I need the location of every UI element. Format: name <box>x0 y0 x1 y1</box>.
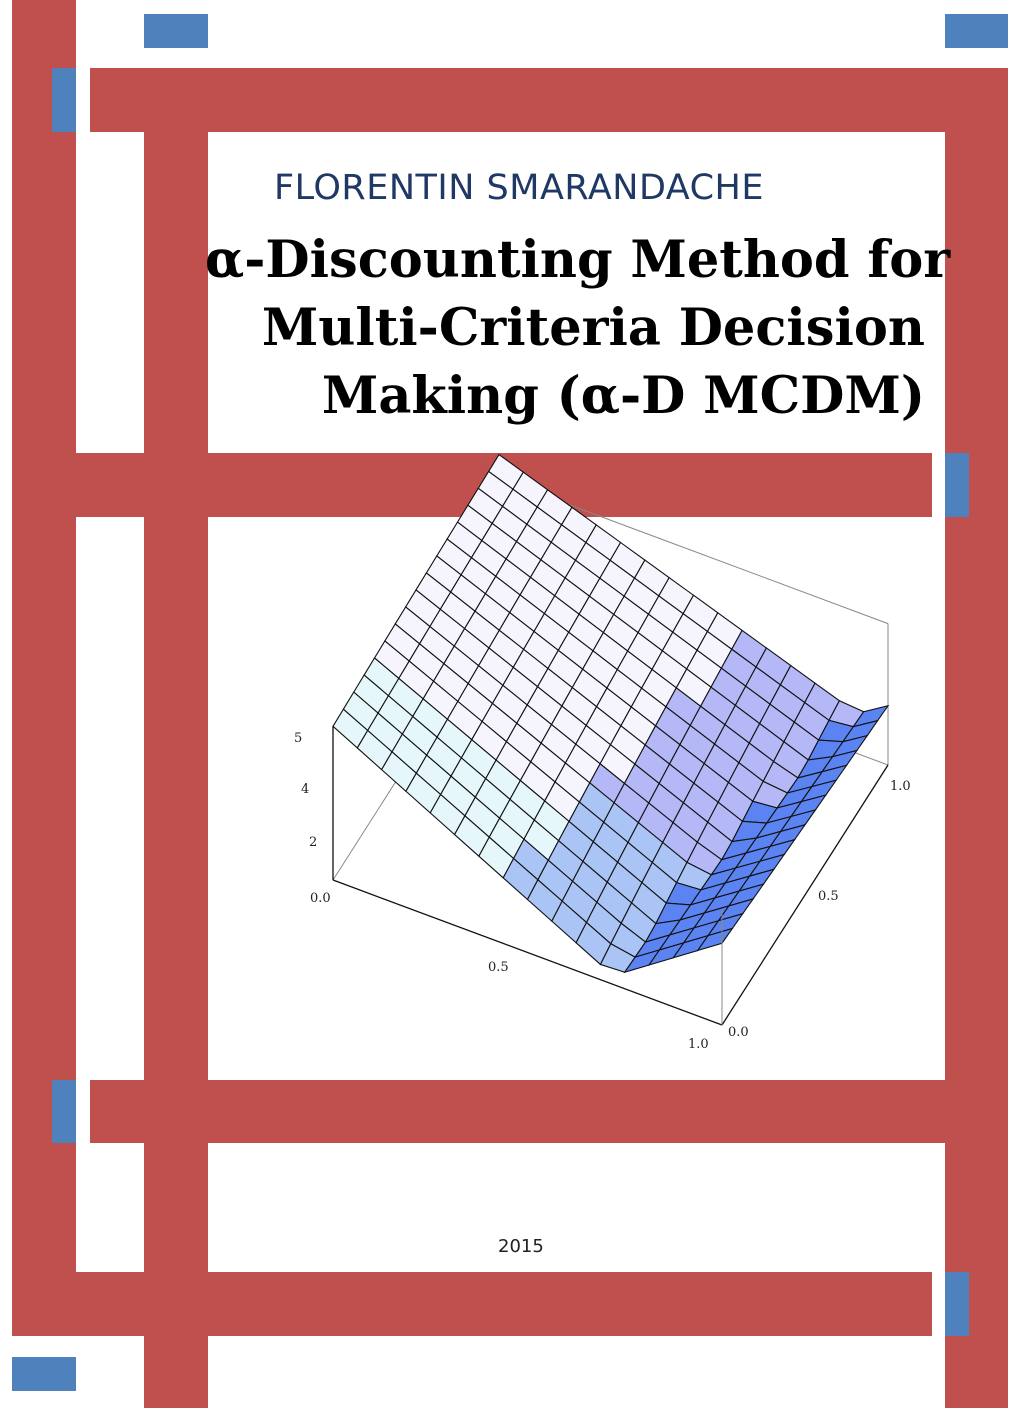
plot-box-front <box>332 726 889 1026</box>
accent-block <box>52 68 76 132</box>
z-tick: 5 <box>294 731 302 746</box>
accent-block <box>52 1080 76 1143</box>
x-tick: 0.5 <box>488 960 509 975</box>
box-edge <box>332 879 723 1026</box>
z-tick: 4 <box>301 782 309 797</box>
title-line: Making (α-D MCDM) <box>321 366 925 426</box>
plot-surface <box>332 453 890 974</box>
accent-block <box>945 14 1008 48</box>
surface-patch <box>696 927 734 952</box>
y-tick: 1.0 <box>890 779 911 794</box>
title-line: α-Discounting Method for <box>205 230 951 290</box>
y-tick: 0.5 <box>818 889 839 904</box>
frame-bar-top <box>90 68 1008 132</box>
accent-block <box>12 1357 76 1391</box>
accent-block <box>945 453 969 517</box>
frame-bar-mid-2 <box>90 1080 945 1143</box>
title-line: Multi-Criteria Decision <box>261 298 925 358</box>
x-tick: 1.0 <box>688 1037 709 1052</box>
author-name: FLORENTIN SMARANDACHE <box>274 168 764 208</box>
book-title: α-Discounting Method for Multi-Criteria … <box>205 226 951 430</box>
box-edge <box>721 764 889 1026</box>
accent-block <box>945 1272 969 1336</box>
z-tick: 2 <box>309 835 317 850</box>
accent-block <box>144 14 208 48</box>
frame-bar-bottom <box>12 1272 932 1336</box>
y-tick: 0.0 <box>728 1025 749 1040</box>
frame-bar-inner-left <box>144 132 208 1408</box>
publication-year: 2015 <box>498 1236 544 1257</box>
frame-bar-right <box>945 68 1008 1408</box>
x-tick: 0.0 <box>310 891 331 906</box>
